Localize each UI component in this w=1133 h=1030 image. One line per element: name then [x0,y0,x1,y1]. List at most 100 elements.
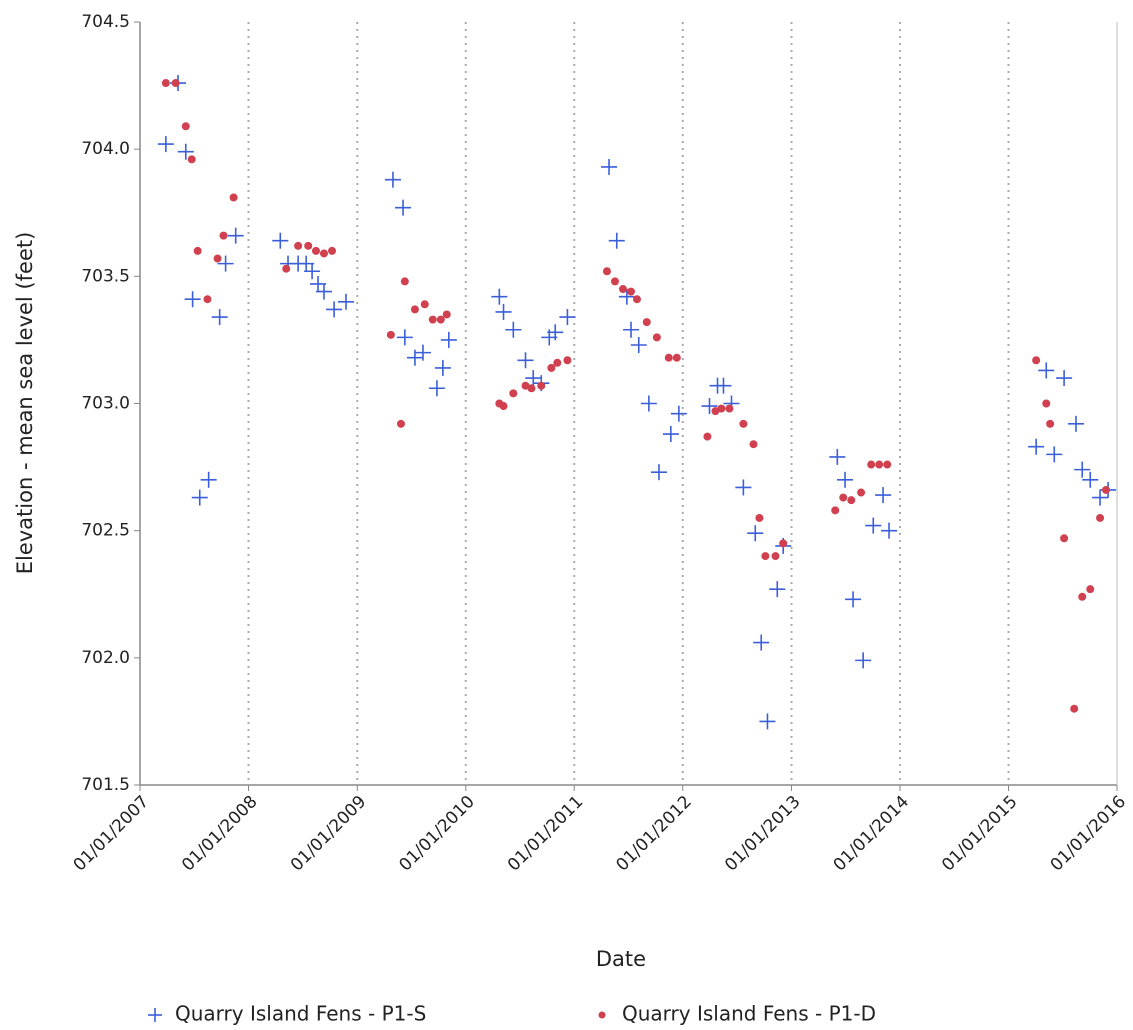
point [867,460,876,469]
point [703,432,712,441]
point [1067,415,1084,432]
legend-marker [598,1011,606,1019]
point [227,227,244,244]
y-tick-label: 701.5 [81,775,130,795]
point [177,143,194,160]
point [1092,489,1109,506]
point [664,353,673,362]
point [1096,513,1105,522]
point [759,713,776,730]
legend-item: Quarry Island Fens - P1-S [148,1002,426,1026]
point [747,525,764,542]
point [294,241,303,250]
point [608,232,625,249]
point [1070,704,1079,713]
point [881,522,898,539]
point [652,333,661,342]
series [157,75,1117,730]
point [650,464,667,481]
point [525,370,542,387]
point [735,479,752,496]
point [623,321,640,338]
point [715,377,732,394]
point [1102,485,1111,494]
point [491,288,508,305]
point [495,303,512,320]
point [619,285,628,294]
point [499,402,508,411]
point [328,246,337,255]
point [414,344,431,361]
y-tick-label: 702.5 [81,521,130,541]
y-axis-title: Elevation - mean sea level (feet) [13,232,37,575]
point [315,283,332,300]
y-tick-label: 702.0 [81,648,130,668]
point [181,122,190,131]
point [1032,356,1041,365]
point [642,318,651,327]
point [769,581,786,598]
point [217,255,234,272]
point [434,359,451,376]
point [602,267,611,276]
point [1086,585,1095,594]
point [400,277,409,286]
point [630,337,647,354]
point [406,349,423,366]
point [670,405,687,422]
point [875,487,892,504]
point [1074,461,1091,478]
point [420,300,429,309]
point [319,249,328,258]
point [839,493,848,502]
point [1038,362,1055,379]
point [311,246,320,255]
point [537,381,546,390]
point [755,513,764,522]
point [610,277,619,286]
point [193,246,202,255]
point [440,331,457,348]
point [200,471,217,488]
x-axis-title: Date [596,947,646,971]
point [395,199,412,216]
point [396,419,405,428]
point [701,398,718,415]
point [753,634,770,651]
point [640,395,657,412]
point [304,263,321,280]
point [771,552,780,561]
x-tick-label: 01/01/2016 [1047,792,1130,875]
point [326,301,343,318]
point [1046,446,1063,463]
point [304,241,313,250]
point [396,329,413,346]
point [749,440,758,449]
x-tick-label: 01/01/2009 [287,792,370,875]
y-tick-label: 703.5 [81,266,130,286]
point [171,79,180,88]
x-tick-label: 01/01/2015 [938,792,1021,875]
point [855,652,872,669]
point [883,460,892,469]
point [161,79,170,88]
point [547,324,564,341]
point [157,136,174,153]
point [203,295,212,304]
point [509,389,518,398]
y-tick-label: 704.0 [81,139,130,159]
point [213,254,222,263]
point [282,264,291,273]
point [428,380,445,397]
point [847,496,856,505]
point [219,231,228,240]
point [505,321,522,338]
point [337,293,354,310]
y-tick-label: 703.0 [81,394,130,414]
point [386,330,395,339]
point [1042,399,1051,408]
point [384,171,401,188]
point [837,471,854,488]
x-tick-label: 01/01/2008 [178,792,261,875]
point [761,552,770,561]
